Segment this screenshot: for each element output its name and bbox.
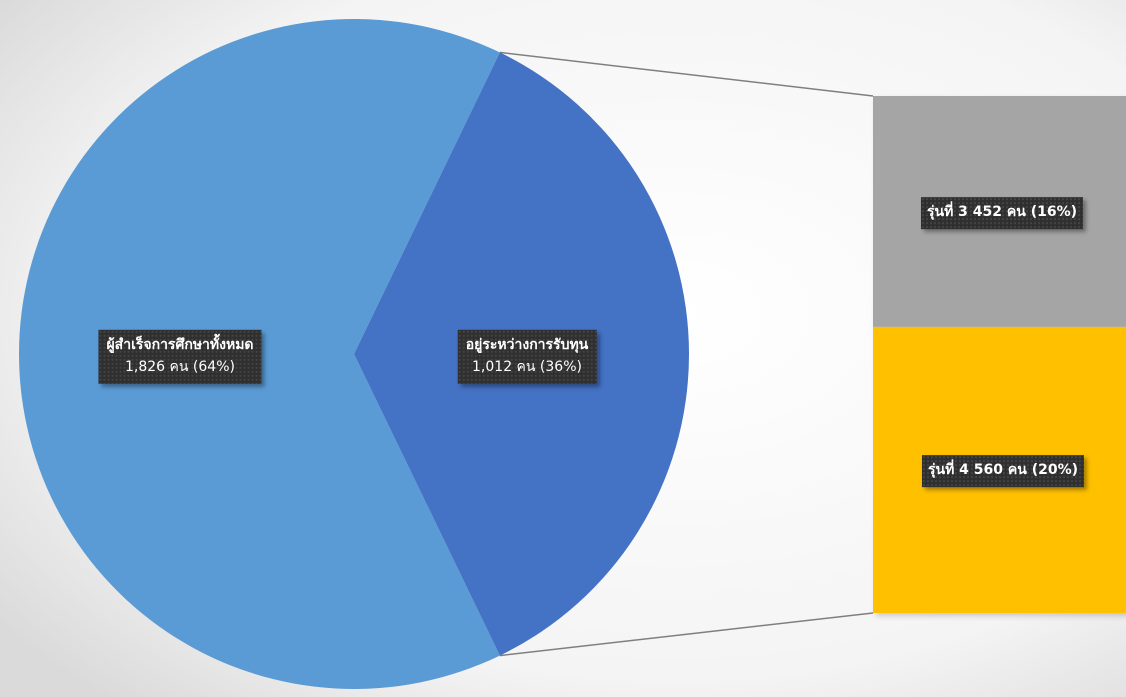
bar-label-batch-3: รุ่นที่ 3 452 คน (16%) bbox=[920, 197, 1084, 229]
bar-label-batch-4: รุ่นที่ 4 560 คน (20%) bbox=[921, 455, 1085, 487]
connector-line-bottom bbox=[499, 612, 874, 657]
pie-label-receiving-value: 1,012 คน (36%) bbox=[472, 358, 582, 375]
pie-label-receiving: อยู่ระหว่างการรับทุน 1,012 คน (36%) bbox=[457, 329, 597, 385]
connector-line-top bbox=[499, 51, 874, 97]
pie-label-receiving-name: อยู่ระหว่างการรับทุน bbox=[465, 336, 589, 353]
pie-label-graduated-name: ผู้สำเร็จการศึกษาทั้งหมด bbox=[106, 336, 254, 353]
stacked-bar bbox=[873, 96, 1126, 613]
bar-label-batch-4-text: รุ่นที่ 4 560 คน (20%) bbox=[927, 462, 1079, 479]
bar-label-batch-3-text: รุ่นที่ 3 452 คน (16%) bbox=[926, 204, 1078, 221]
pie-label-graduated-value: 1,826 คน (64%) bbox=[125, 358, 235, 375]
connector-lines bbox=[499, 51, 874, 657]
pie-label-graduated: ผู้สำเร็จการศึกษาทั้งหมด 1,826 คน (64%) bbox=[98, 329, 262, 385]
